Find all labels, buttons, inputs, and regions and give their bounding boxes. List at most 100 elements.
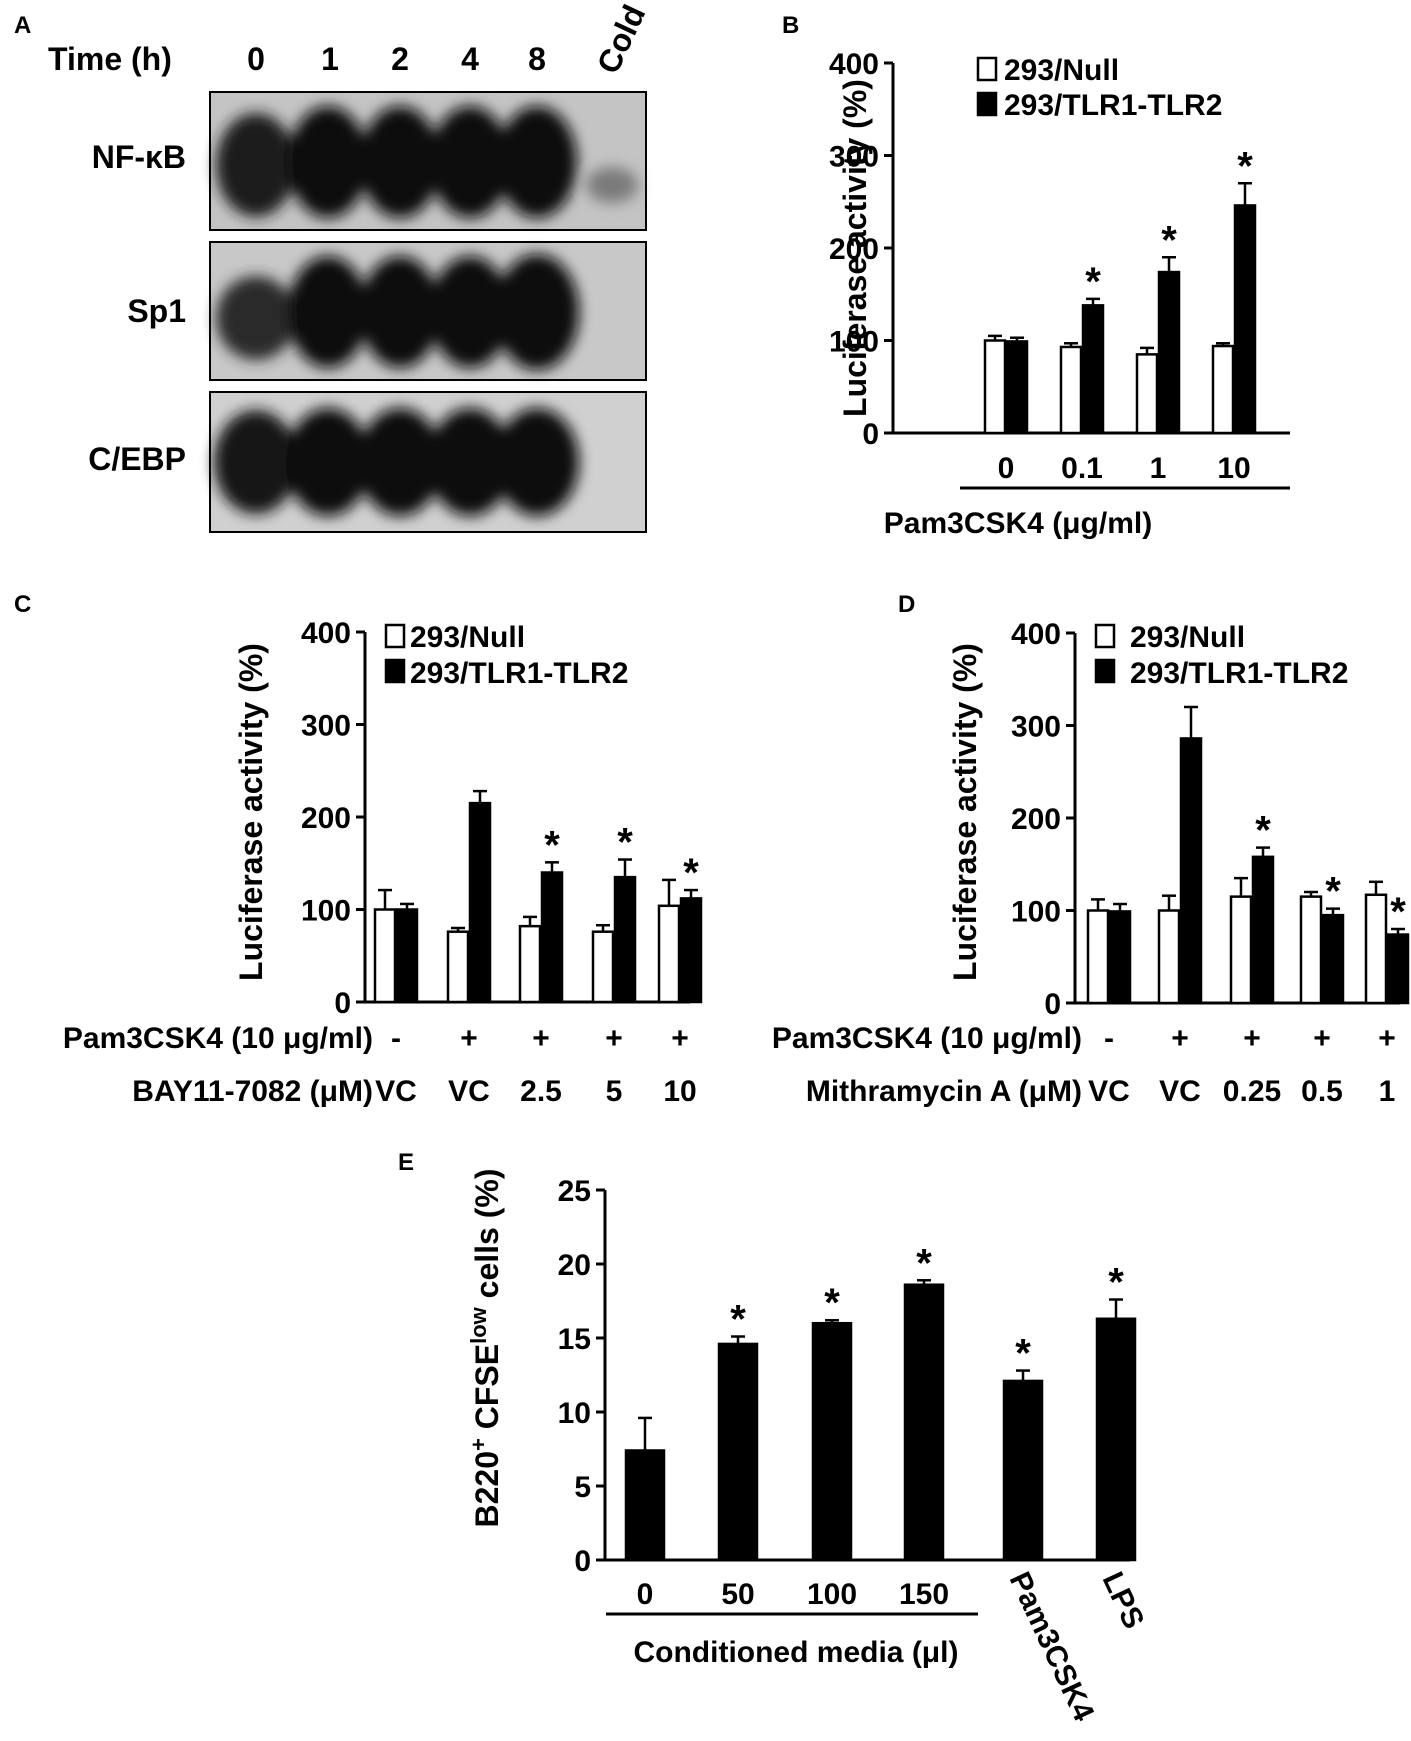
legend-tlr-label: 293/TLR1-TLR2 (1130, 657, 1348, 690)
bar (1002, 1379, 1044, 1562)
legend-null-label: 293/Null (410, 621, 525, 654)
significance-star: * (1255, 809, 1271, 853)
legend-tlr-label: 293/TLR1-TLR2 (410, 657, 628, 690)
panel-b-label: B (782, 12, 799, 39)
bar (903, 1283, 945, 1562)
y-tick-label: 100 (301, 895, 351, 928)
row1-label: + (671, 1022, 689, 1055)
panel-c-label: C (14, 591, 31, 618)
x-tick-label: 100 (807, 1578, 857, 1611)
row2-label: 0.25 (1223, 1075, 1281, 1108)
panel-d-label: D (898, 591, 915, 618)
y-tick-label: 0 (334, 987, 351, 1020)
y-tick-label: 400 (301, 617, 351, 650)
significance-star: * (916, 1241, 932, 1285)
legend-tlr-label: 293/TLR1-TLR2 (1004, 89, 1222, 122)
bar (591, 930, 615, 1004)
bar (679, 897, 703, 1004)
row1-label: + (1313, 1022, 1331, 1055)
row1-label: - (1104, 1022, 1114, 1055)
bar (1095, 1317, 1137, 1562)
panel-e-group-label: Conditioned media (μl) (633, 1636, 958, 1669)
y-tick-label: 400 (829, 48, 879, 81)
lane-label-2: 2 (391, 41, 409, 77)
bar (468, 801, 492, 1004)
row2-label: VC (1159, 1075, 1201, 1108)
legend-swatch-tlr (384, 658, 406, 684)
y-tick-label: 300 (1011, 711, 1061, 744)
panel-d-legend: 293/Null 293/TLR1-TLR2 (1094, 621, 1348, 690)
x-tick-label: 0 (998, 452, 1015, 485)
bar (1179, 737, 1203, 1005)
panel-e-y-label: B220+ CFSElow cells (%) (466, 1169, 505, 1528)
significance-star: * (1237, 144, 1253, 188)
bar (446, 930, 470, 1004)
bar (1108, 910, 1132, 1005)
row2-label: VC (448, 1075, 490, 1108)
significance-star: * (617, 821, 633, 865)
bar (1086, 909, 1110, 1005)
panel-c: C Luciferase activity (%) Pam3CSK4 (10 μ… (14, 591, 703, 1108)
legend-null-label: 293/Null (1130, 621, 1245, 654)
y-tick-label: 300 (829, 141, 879, 174)
row2-label: VC (375, 1075, 417, 1108)
y-tick-label: 10 (558, 1397, 591, 1430)
blot-label-cebp: C/EBP (88, 441, 186, 477)
x-tick-label: LPS (1096, 1567, 1151, 1634)
significance-star: * (544, 823, 560, 867)
row2-label: 10 (663, 1075, 696, 1108)
lane-label-0: 0 (247, 41, 265, 77)
bar (1251, 855, 1275, 1005)
bar (1211, 344, 1235, 435)
panel-c-y-label: Luciferase activity (%) (233, 643, 269, 981)
panel-b: B Luciferase activity (%) Pam3CSK4 (μg/m… (782, 12, 1290, 540)
significance-star: * (1390, 890, 1406, 934)
significance-star: * (824, 1281, 840, 1325)
panel-b-legend: 293/Null 293/TLR1-TLR2 (976, 54, 1222, 122)
x-tick-label: 1 (1150, 452, 1167, 485)
legend-swatch-null (1094, 623, 1116, 649)
panel-a-label: A (14, 12, 31, 39)
blot-sp1 (209, 241, 647, 381)
y-tick-label: 0 (1044, 988, 1061, 1021)
panel-e-label: E (398, 1149, 414, 1176)
row1-label: + (605, 1022, 623, 1055)
bar (518, 924, 542, 1004)
bar (1321, 913, 1345, 1005)
panel-c-legend: 293/Null 293/TLR1-TLR2 (384, 621, 628, 690)
significance-star: * (683, 851, 699, 895)
blot-nfkb (209, 91, 647, 231)
legend-swatch-null (384, 623, 406, 649)
panel-c-row1-label: Pam3CSK4 (10 μg/ml) (63, 1022, 373, 1055)
legend-swatch-null (976, 56, 998, 82)
bar (1081, 304, 1105, 435)
y-tick-label: 100 (1011, 896, 1061, 929)
x-tick-label: 10 (1217, 452, 1250, 485)
bar (1386, 933, 1410, 1005)
legend-swatch-tlr (1094, 658, 1116, 684)
panel-d-row2-label: Mithramycin A (μM) (806, 1075, 1082, 1108)
lane-label-cold: Cold (590, 0, 653, 79)
significance-star: * (1015, 1332, 1031, 1376)
y-tick-label: 200 (829, 233, 879, 266)
y-tick-label: 400 (1011, 618, 1061, 651)
panel-d-y-label: Luciferase activity (%) (947, 643, 983, 981)
time-label: Time (h) (48, 41, 172, 77)
lane-label-8: 8 (528, 41, 546, 77)
blot-cebp (209, 391, 647, 533)
significance-star: * (1108, 1261, 1124, 1305)
legend-null-label: 293/Null (1004, 54, 1119, 87)
y-tick-label: 100 (829, 326, 879, 359)
x-tick-label: 150 (899, 1578, 949, 1611)
panel-a: A Time (h) 0 1 2 4 8 Cold NF-κB Sp1 C/EB… (14, 0, 653, 533)
significance-star: * (730, 1298, 746, 1342)
panel-b-y-label: Luciferase activity (%) (837, 79, 873, 417)
y-tick-label: 0 (862, 418, 879, 451)
blot-label-sp1: Sp1 (127, 293, 186, 329)
bar (1005, 340, 1029, 435)
bar (1157, 270, 1181, 435)
row1-label: - (391, 1022, 401, 1055)
legend-swatch-tlr (976, 91, 998, 117)
blot-label-nfkb: NF-κB (92, 139, 186, 175)
